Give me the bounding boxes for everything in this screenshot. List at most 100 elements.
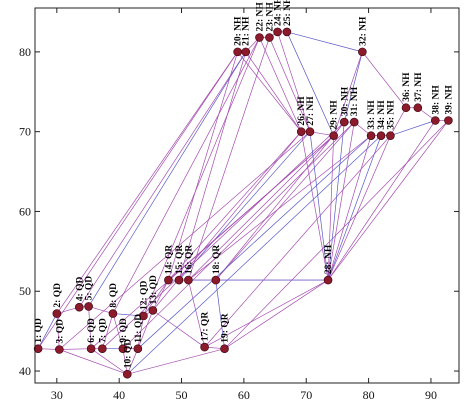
data-point-14: [164, 275, 173, 285]
edge-28-34: [327, 135, 382, 281]
data-point-37: [413, 103, 423, 113]
x-tick-label-50: 50: [176, 388, 188, 402]
data-point-25: [282, 27, 292, 37]
data-point-6: [86, 344, 96, 353]
edge-2-3: [56, 313, 60, 350]
edge-10-19: [127, 348, 225, 375]
data-point-18: [211, 275, 221, 285]
edge-16-17: [188, 279, 205, 348]
point-label-11: 11: QD: [134, 314, 144, 343]
data-point-21: [241, 47, 251, 57]
point-label-38: 38: NH: [431, 85, 441, 115]
point-label-35: 35: NH: [386, 100, 396, 130]
point-label-23: 23: NH: [265, 2, 275, 32]
point-label-layer: 1: QD 2: QD 3: QD 4: QD 5: QD 6: QD 7: QD8: QD…: [34, 0, 454, 368]
y-tick-label-80: 80: [19, 45, 31, 59]
edge-28-35: [327, 135, 391, 281]
edge-30-28: [327, 122, 345, 281]
edge-24-27: [277, 31, 311, 132]
point-label-27: 27: NH: [306, 96, 316, 126]
data-point-2: [52, 309, 62, 318]
point-label-25: 25: NH: [283, 0, 293, 26]
edge-4-21: [78, 51, 247, 308]
data-point-3: [55, 345, 64, 354]
edge-12-22: [143, 37, 260, 317]
edge-6-10: [90, 348, 128, 375]
point-label-22: 22: NH: [255, 2, 265, 32]
point-label-2: 2: QD: [53, 283, 63, 308]
edge-10-11: [126, 348, 139, 375]
edge-19-39: [224, 120, 449, 349]
point-label-18: 18: QR: [212, 245, 222, 274]
data-point-8: [108, 309, 118, 318]
point-label-26: 26: NH: [297, 96, 307, 126]
x-tick-label-80: 80: [363, 388, 375, 402]
edge-29-28: [327, 135, 335, 281]
point-label-16: 16: QR: [184, 245, 194, 274]
x-tick-label-30: 30: [51, 388, 63, 402]
point-label-21: 21: NH: [242, 16, 252, 46]
point-label-6: 6: QD: [87, 318, 97, 343]
edge-27-28: [309, 131, 329, 281]
edge-layer: [37, 31, 449, 375]
data-point-26: [296, 127, 306, 136]
x-tick-label-90: 90: [425, 388, 437, 402]
x-axis: 30 40 50 60 70 80 90: [51, 8, 437, 402]
edge-35-36: [390, 107, 407, 136]
data-point-20: [233, 47, 242, 57]
edge-7-30: [102, 121, 345, 349]
edge-14-26: [168, 131, 302, 281]
data-point-17: [200, 342, 209, 352]
edge-5-21: [88, 51, 247, 307]
edge-20-14: [168, 51, 238, 281]
edge-9-10: [122, 348, 128, 375]
y-tick-label-40: 40: [19, 364, 31, 378]
edge-32-36: [362, 51, 407, 108]
edge-18-31: [215, 121, 355, 281]
point-label-14: 14: QR: [164, 245, 174, 274]
edge-20-26: [237, 51, 302, 132]
data-point-27: [305, 127, 315, 136]
data-point-28: [323, 275, 333, 285]
edge-5-6: [88, 306, 92, 349]
data-point-19: [220, 344, 229, 353]
plot-frame: [34, 7, 460, 384]
point-label-19: 19: QR: [221, 313, 231, 342]
point-label-34: 34: NH: [377, 100, 387, 130]
edge-21-26: [245, 51, 302, 132]
edge-23-16: [188, 37, 270, 281]
y-tick-label-60: 60: [19, 204, 31, 218]
data-point-7: [98, 344, 107, 353]
point-label-15: 15: QR: [175, 245, 185, 274]
point-label-36: 36: NH: [402, 72, 412, 102]
data-point-5: [84, 302, 93, 311]
edge-25-29: [286, 31, 334, 136]
edge-28-33: [327, 135, 372, 281]
edge-16-29: [188, 135, 334, 281]
edge-13-17: [152, 310, 205, 348]
edge-32-29: [333, 51, 363, 136]
data-point-23: [265, 33, 274, 42]
point-label-30: 30: NH: [340, 86, 350, 116]
data-point-15: [174, 275, 184, 285]
data-point-35: [386, 131, 395, 140]
x-tick-label-70: 70: [300, 388, 312, 402]
edge-13-14: [152, 279, 169, 311]
edge-18-30: [215, 121, 345, 281]
edge-32-30: [343, 51, 363, 123]
edge-17-35: [204, 135, 391, 348]
data-point-36: [401, 103, 411, 113]
x-tick-label-60: 60: [238, 388, 250, 402]
point-label-24: 24: NH: [274, 0, 284, 26]
edge-8-9: [112, 313, 124, 349]
y-tick-label-70: 70: [19, 125, 31, 139]
edge-1-2: [37, 313, 58, 349]
data-point-29: [329, 131, 338, 140]
point-label-13: 13: QD: [149, 275, 159, 304]
data-point-32: [358, 47, 367, 57]
data-point-13: [148, 306, 158, 315]
point-label-9: 9: QD: [119, 318, 129, 343]
edge-28-39: [327, 120, 449, 281]
data-point-9: [118, 344, 128, 353]
